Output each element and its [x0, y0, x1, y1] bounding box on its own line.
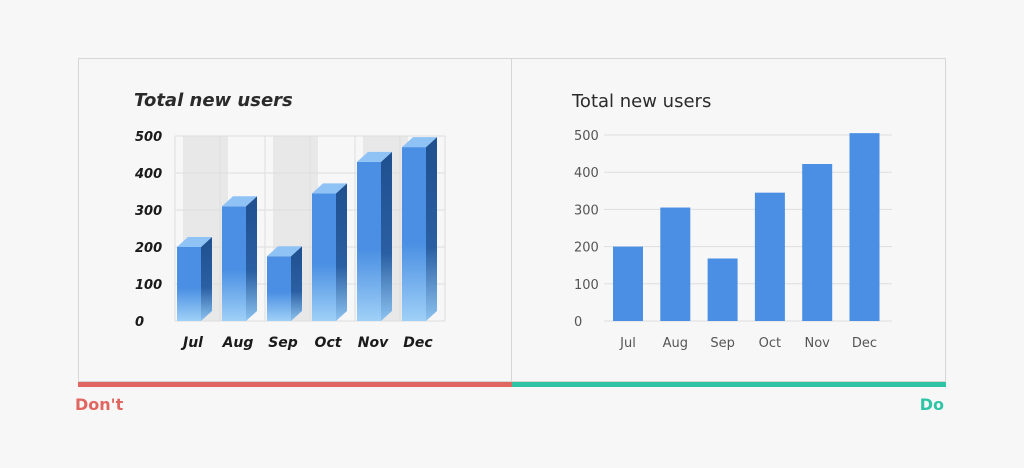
bar-side — [201, 237, 212, 321]
bar-front — [222, 206, 246, 321]
bar-side — [336, 183, 347, 321]
x-tick-label: Nov — [805, 336, 831, 351]
bar — [849, 133, 880, 321]
y-tick-label: 0 — [135, 315, 144, 330]
y-tick-label: 200 — [135, 241, 162, 256]
bar-front — [357, 161, 381, 321]
bar — [267, 246, 302, 321]
do-underline — [512, 382, 946, 387]
x-tick-label: Sep — [268, 335, 298, 351]
do-label: Do — [919, 395, 944, 414]
chart-title: Total new users — [134, 90, 293, 111]
bar-front — [267, 256, 291, 321]
x-tick-label: Aug — [663, 336, 688, 351]
bar-top — [312, 183, 347, 194]
y-tick-label: 400 — [574, 166, 599, 181]
y-tick-label: 100 — [135, 278, 162, 293]
x-tick-label: Jul — [619, 336, 636, 351]
bar-front — [312, 193, 336, 321]
x-tick-label: Dec — [403, 335, 433, 351]
bar-front — [177, 247, 201, 321]
x-tick-label: Nov — [358, 335, 389, 351]
x-tick-label: Aug — [222, 335, 254, 351]
x-tick-label: Oct — [315, 335, 343, 351]
bar-top — [267, 246, 302, 257]
bar — [222, 196, 257, 321]
bar — [402, 137, 437, 321]
x-tick-label: Jul — [180, 335, 203, 351]
bar — [357, 151, 392, 321]
y-tick-label: 0 — [574, 315, 582, 330]
bar — [312, 183, 347, 321]
y-tick-label: 500 — [135, 130, 162, 145]
bar-side — [381, 151, 392, 321]
x-tick-label: Sep — [710, 336, 735, 351]
bar — [177, 237, 212, 321]
y-tick-label: 100 — [574, 278, 599, 293]
bar — [613, 246, 643, 321]
bar — [754, 192, 785, 321]
dont-chart: Total new users 0 100 200 300 400 500 Jul Aug Sep… — [134, 90, 446, 351]
bar-side — [291, 246, 302, 321]
bar-top — [357, 151, 392, 162]
bar-top — [222, 196, 257, 207]
y-tick-label: 200 — [574, 241, 599, 256]
bar-top — [402, 137, 437, 148]
chart-title: Total new users — [571, 91, 711, 112]
dont-panel: Total new users 0 100 200 300 400 500 Jul Aug Sep… — [78, 58, 512, 382]
do-panel: Total new users 0 100 200 300 400 500 Jul Aug Sep… — [511, 58, 946, 382]
bar-front — [402, 147, 426, 321]
dont-label: Don't — [75, 395, 124, 414]
do-chart: Total new users 0 100 200 300 400 500 Jul Aug Sep… — [571, 91, 892, 351]
bar-side — [246, 196, 257, 321]
x-tick-label: Oct — [759, 336, 781, 351]
y-tick-label: 500 — [574, 129, 599, 144]
y-tick-label: 300 — [135, 204, 162, 219]
dont-underline — [78, 382, 512, 387]
bar-top — [177, 237, 212, 247]
bar — [660, 207, 691, 321]
bar — [707, 258, 738, 321]
x-tick-label: Dec — [852, 336, 877, 351]
bar-side — [426, 137, 437, 321]
y-tick-label: 300 — [574, 203, 599, 218]
y-tick-label: 400 — [134, 167, 162, 182]
bar — [802, 164, 833, 321]
